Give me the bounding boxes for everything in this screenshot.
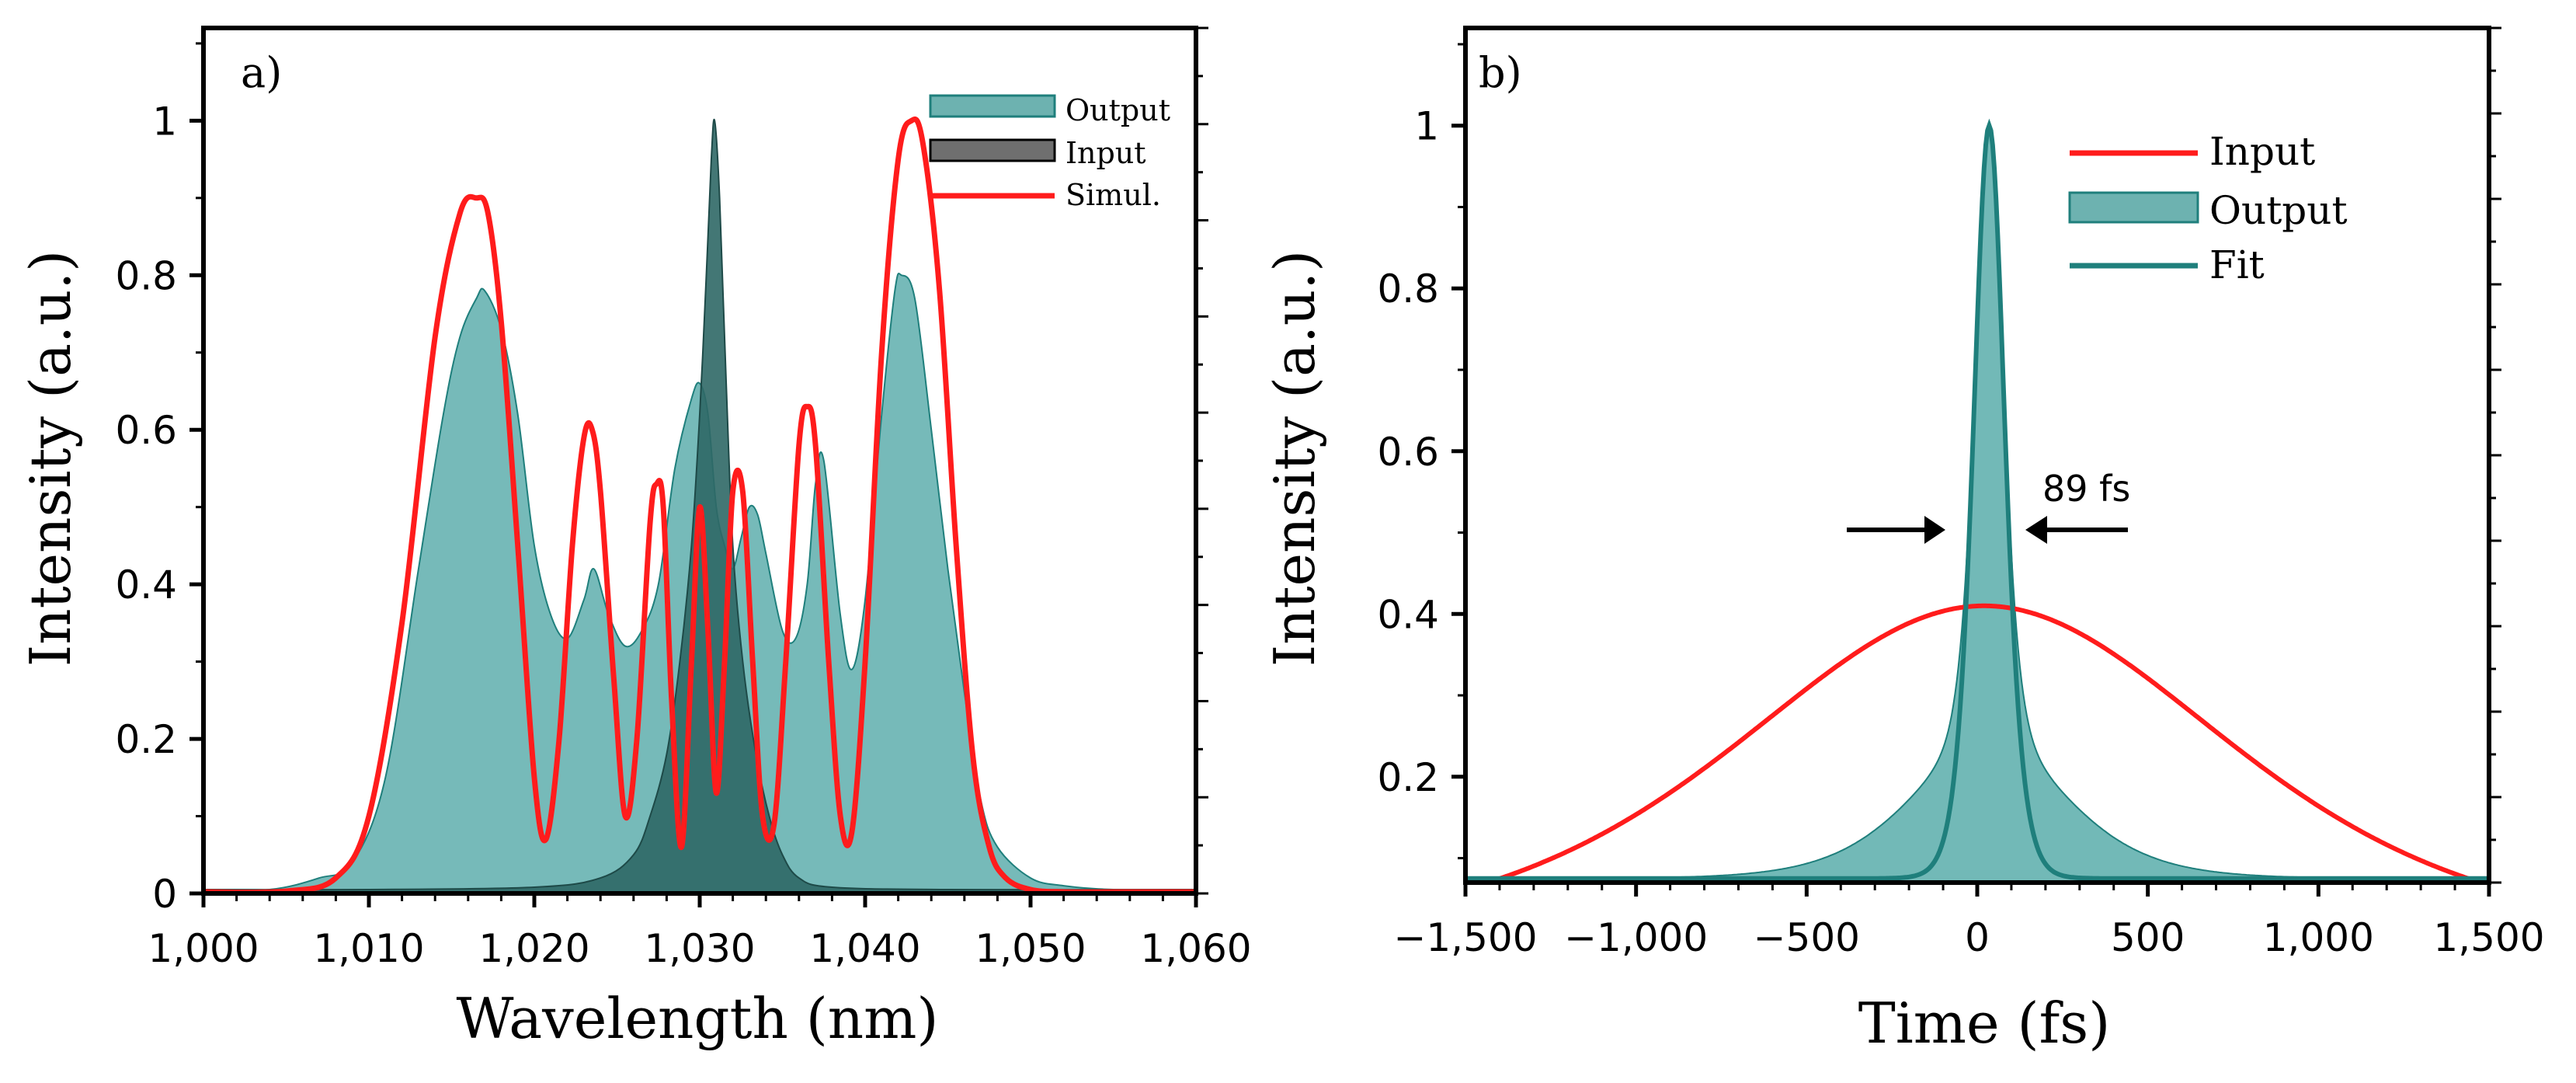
y-tick-label: 0.8: [1377, 266, 1439, 312]
x-tick-label: 1,010: [313, 926, 424, 971]
y-tick-label: 0.2: [115, 717, 177, 762]
right-arrow-icon: [2025, 516, 2128, 544]
y-tick-label: 0.6: [1377, 430, 1439, 475]
x-tick-label: 1,060: [1140, 926, 1251, 971]
panel-b-legend: Input Output Fit: [2068, 129, 2348, 287]
x-tick-label: 500: [2111, 915, 2185, 960]
legend-output-swatch: [929, 94, 1056, 118]
panel-a-plot-area: [203, 117, 1197, 896]
x-tick-label: 1,020: [478, 926, 589, 971]
panel-b-y-axis-title: Intensity (a.u.): [1262, 250, 1327, 667]
legend-input-swatch: [929, 138, 1056, 162]
y-tick-label: 0: [152, 872, 177, 917]
legend-input-label: Input: [1066, 136, 1146, 170]
panel-b-y-ticks: 0.2 0.4 0.6 0.8 1: [1377, 26, 2501, 884]
x-tick-label: 1,000: [2263, 915, 2374, 960]
x-tick-label: −500: [1754, 915, 1860, 960]
panel-b-plot-area: [1465, 118, 2490, 885]
panel-a-label: a): [241, 48, 282, 97]
y-tick-label: 1: [1414, 104, 1439, 149]
legend-output-label: Output: [1066, 93, 1170, 127]
fwhm-annotation: 89 fs: [1847, 468, 2130, 544]
x-tick-label: 0: [1965, 915, 1990, 960]
panel-a-legend: Output Input Simul.: [929, 93, 1170, 212]
simulated-spectrum-line: [203, 117, 1196, 896]
y-tick-label: 0.2: [1377, 755, 1439, 800]
left-arrow-icon: [1847, 516, 1945, 544]
y-tick-label: 0.4: [115, 562, 177, 608]
legend-input-label-b: Input: [2209, 129, 2315, 174]
y-tick-label: 0.8: [115, 253, 177, 298]
y-tick-label: 0.4: [1377, 592, 1439, 637]
legend-fit-label-b: Fit: [2209, 242, 2265, 287]
y-tick-label: 0.6: [115, 408, 177, 453]
y-tick-label: 1: [152, 99, 177, 144]
panel-a-spectrum-chart: 1,000 1,010 1,020 1,030 1,040 1,050 1,060 0 0.2…: [18, 26, 1252, 1051]
output-pulse-area: [1465, 119, 2490, 883]
x-tick-label: −1,000: [1564, 915, 1708, 960]
x-tick-label: 1,500: [2433, 915, 2544, 960]
legend-simul-label: Simul.: [1066, 178, 1161, 212]
panel-a-x-axis-title: Wavelength (nm): [456, 986, 938, 1051]
input-pulse-line: [1465, 603, 2489, 885]
panel-a-y-ticks: 0 0.2 0.4 0.6 0.8 1: [115, 26, 1208, 917]
fit-pulse-line: [1465, 118, 2489, 881]
panel-b-x-ticks: −1,500 −1,000 −500 0 500 1,000 1,500: [1393, 883, 2545, 960]
panel-b-pulse-chart: −1,500 −1,000 −500 0 500 1,000 1,500 0.2 0.4 0.6…: [1262, 26, 2545, 1056]
x-tick-label: 1,050: [975, 926, 1086, 971]
x-tick-label: 1,000: [148, 926, 259, 971]
legend-output-swatch-b: [2068, 191, 2199, 224]
panel-b-label: b): [1479, 48, 1522, 97]
x-tick-label: 1,040: [809, 926, 920, 971]
panel-a-x-ticks: 1,000 1,010 1,020 1,030 1,040 1,050 1,060: [148, 893, 1252, 971]
x-tick-label: 1,030: [644, 926, 755, 971]
fwhm-label: 89 fs: [2042, 468, 2130, 510]
legend-output-label-b: Output: [2209, 188, 2348, 233]
panel-b-x-axis-title: Time (fs): [1858, 991, 2111, 1056]
panel-a-y-axis-title: Intensity (a.u.): [18, 250, 83, 667]
x-tick-label: −1,500: [1393, 915, 1537, 960]
